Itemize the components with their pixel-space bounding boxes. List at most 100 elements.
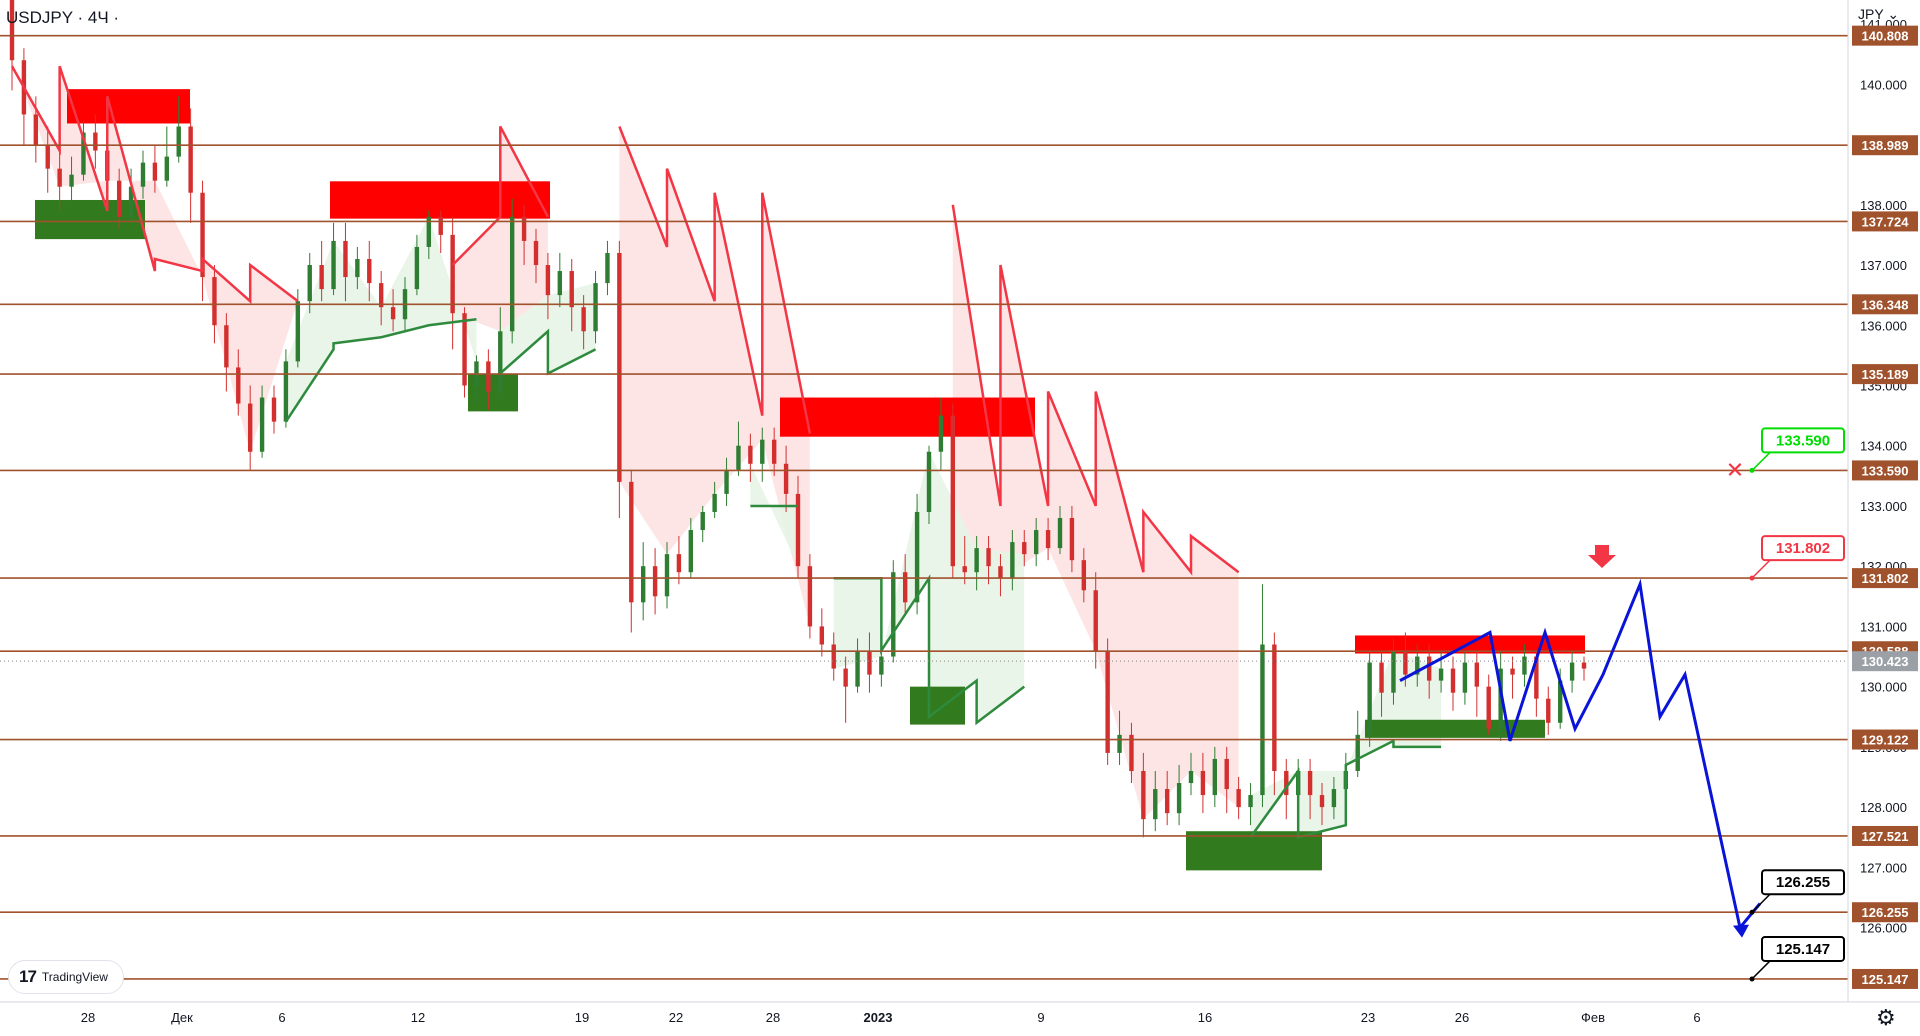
time-tick: 28	[766, 1010, 780, 1025]
candle-body	[783, 463, 789, 494]
candle	[116, 168, 122, 229]
candle	[128, 168, 134, 223]
candle-body	[1498, 668, 1503, 729]
candle	[45, 126, 50, 193]
candle-body	[9, 0, 15, 61]
price-callout: 131.802	[1749, 535, 1845, 581]
gear-icon[interactable]: ⚙	[1876, 1005, 1896, 1030]
candle	[1272, 632, 1277, 796]
candle	[21, 48, 27, 145]
candle-body	[1272, 644, 1277, 771]
candle-body	[557, 271, 563, 296]
level-callouts: 133.590 131.802 126.255 125.147	[1749, 427, 1845, 982]
currency-label[interactable]: JPY	[1858, 6, 1884, 22]
candle	[236, 349, 241, 416]
candle	[819, 608, 825, 657]
level-price-label: 129.122	[1862, 733, 1909, 748]
candle-body	[688, 530, 694, 573]
candle	[1010, 530, 1015, 591]
time-axis[interactable]: 28 Дек 6 12 19 22 28 2023 9 16 23 26 Фев 6	[0, 1001, 1920, 1036]
candle	[1474, 650, 1480, 717]
candle	[390, 289, 396, 332]
candle-body	[640, 566, 646, 603]
level-price-label: 126.255	[1862, 905, 1909, 920]
price-tick: 138.000	[1860, 198, 1907, 213]
candle-body	[200, 192, 205, 278]
candle-body	[1069, 518, 1075, 561]
level-price-tag	[1852, 902, 1918, 923]
tradingview-logo[interactable]: 17 TradingView	[8, 960, 124, 994]
candle-body	[295, 301, 301, 362]
candle-body	[664, 554, 670, 597]
candle-body	[1153, 789, 1158, 820]
candle	[283, 349, 289, 428]
callout-box	[1761, 869, 1845, 896]
time-tick: 2023	[864, 1010, 893, 1025]
candle-body	[1200, 770, 1206, 796]
callout-label: 131.802	[1776, 540, 1830, 557]
candle	[164, 126, 170, 187]
currency-selector[interactable]: JPY ⌄	[1858, 6, 1900, 22]
candle	[1224, 746, 1229, 814]
candle	[1105, 638, 1110, 765]
callout-box	[1761, 935, 1845, 962]
candle	[1176, 764, 1182, 826]
level-price-label: 131.802	[1862, 571, 1909, 586]
candle	[640, 542, 646, 621]
supply-zone	[330, 181, 550, 219]
candle-body	[676, 554, 682, 573]
supply-zone	[780, 397, 1035, 437]
level-price-tag	[1852, 211, 1918, 232]
candle-body	[128, 186, 134, 217]
candle-body	[1534, 656, 1539, 699]
candle-body	[462, 313, 467, 386]
candle-body	[843, 668, 848, 687]
candle-body	[81, 132, 86, 175]
time-tick: 19	[575, 1010, 589, 1025]
price-axis[interactable]: 141.000140.000139.000138.000137.000136.0…	[1847, 0, 1920, 1036]
candle	[1569, 650, 1575, 693]
candle	[1450, 656, 1456, 711]
horizontal-levels[interactable]	[0, 34, 1848, 980]
candle	[426, 210, 432, 259]
down-arrow-icon	[1588, 545, 1616, 568]
candle-body	[1284, 770, 1289, 796]
candle	[891, 560, 896, 663]
candle-body	[593, 283, 598, 332]
candle-body	[1164, 789, 1170, 814]
candle-body	[271, 397, 277, 422]
candle	[271, 385, 277, 434]
price-projection: ✕	[1399, 458, 1762, 938]
callout-pointer	[1751, 958, 1773, 980]
supertrend-bear-line	[451, 125, 550, 266]
candle-body	[1450, 668, 1456, 693]
candle	[1379, 650, 1384, 717]
candle-body	[140, 162, 146, 187]
candle-body	[938, 415, 944, 452]
candle-body	[1093, 590, 1098, 651]
candle-body	[224, 325, 229, 368]
candle-body	[974, 548, 979, 573]
supertrend-bear-line	[951, 204, 1240, 576]
time-tick: Фев	[1581, 1010, 1605, 1025]
candle-body	[712, 493, 717, 512]
candle-body	[1319, 795, 1325, 808]
symbol-title[interactable]: USDJPY · 4Ч ·	[6, 8, 120, 27]
candle-body	[45, 144, 50, 169]
candle-body	[831, 644, 836, 669]
candle	[450, 216, 455, 350]
candle-body	[1248, 795, 1253, 808]
candle	[748, 433, 753, 482]
candle	[355, 246, 360, 290]
candle	[1248, 783, 1253, 826]
candle-body	[1010, 542, 1015, 579]
candle-body	[1510, 668, 1515, 675]
candle-body	[212, 277, 217, 326]
candle	[1546, 686, 1551, 735]
candle-body	[1129, 734, 1134, 771]
callout-dot	[1749, 909, 1755, 915]
candle	[152, 144, 158, 193]
candle-body	[855, 650, 860, 687]
demand-zone	[35, 199, 145, 240]
